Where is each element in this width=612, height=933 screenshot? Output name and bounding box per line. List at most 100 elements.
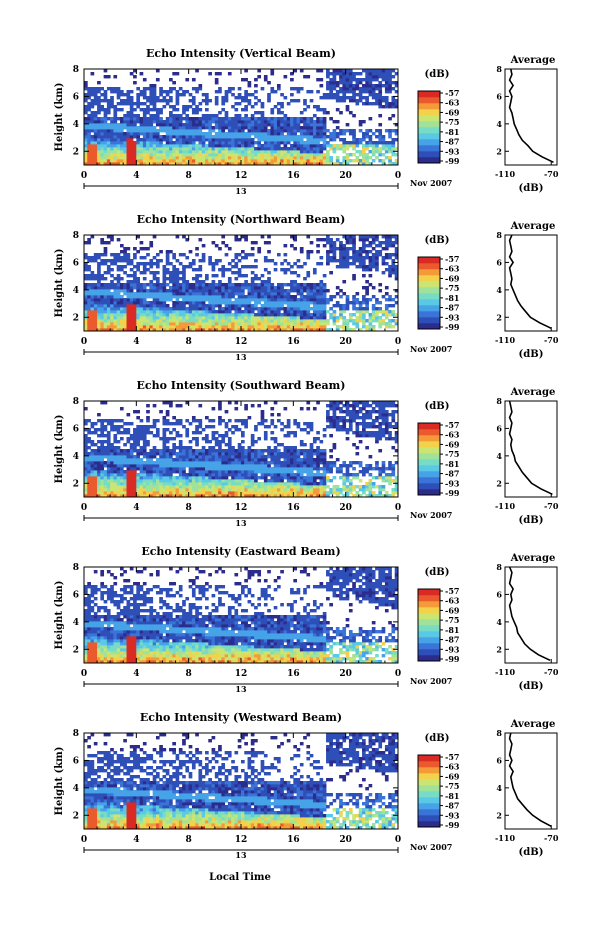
heatmap-cell <box>195 87 199 90</box>
heatmap-cell <box>267 325 271 328</box>
heatmap-cell <box>342 144 346 147</box>
heatmap-cell <box>274 159 278 162</box>
heatmap-cell <box>326 81 330 84</box>
heatmap-cell <box>355 256 359 259</box>
heatmap-cell <box>182 304 186 307</box>
heatmap-cell <box>120 461 124 464</box>
heatmap-cell <box>326 84 330 87</box>
heatmap-cell <box>372 238 376 241</box>
heatmap-cell <box>169 147 173 150</box>
heatmap-cell <box>172 265 176 268</box>
heatmap-cell <box>221 120 225 123</box>
heatmap-cell <box>136 268 140 271</box>
heatmap-cell <box>385 150 389 153</box>
heatmap-cell <box>293 295 297 298</box>
heatmap-cell <box>87 241 91 244</box>
heatmap-cell <box>123 298 127 301</box>
heatmap-cell <box>293 325 297 328</box>
heatmap-cell <box>97 470 101 473</box>
heatmap-cell <box>117 132 121 135</box>
heatmap-cell <box>277 123 281 126</box>
heatmap-cell <box>153 461 157 464</box>
heatmap-cell <box>87 141 91 144</box>
heatmap-cell <box>140 159 144 162</box>
heatmap-cell <box>244 126 248 129</box>
heatmap-cell <box>156 114 160 117</box>
heatmap-cell <box>140 452 144 455</box>
heatmap-cell <box>365 256 369 259</box>
heatmap-cell <box>179 485 183 488</box>
heatmap-cell <box>205 93 209 96</box>
heatmap-cell <box>316 322 320 325</box>
heatmap-cell <box>130 461 134 464</box>
heatmap-cell <box>342 280 346 283</box>
heatmap-cell <box>163 482 167 485</box>
heatmap-cell <box>310 289 314 292</box>
heatmap-cell <box>300 247 304 250</box>
heatmap-cell <box>166 147 170 150</box>
heatmap-cell <box>369 90 373 93</box>
heatmap-cell <box>169 120 173 123</box>
heatmap-cells <box>84 69 398 165</box>
heatmap-cell <box>97 449 101 452</box>
heatmap-cell <box>202 322 206 325</box>
heatmap-cell <box>123 159 127 162</box>
heatmap-cell <box>159 129 163 132</box>
x-tick-label: 16 <box>287 337 300 347</box>
heatmap-cell <box>277 322 281 325</box>
heatmap-cell <box>254 156 258 159</box>
heatmap-cell <box>313 301 317 304</box>
heatmap-cell <box>120 298 124 301</box>
heatmap-cell <box>87 238 91 241</box>
heatmap-cell <box>339 90 343 93</box>
heatmap-cell <box>143 301 147 304</box>
heatmap-cell <box>195 464 199 467</box>
heatmap-cell <box>234 256 238 259</box>
heatmap-cell <box>156 467 160 470</box>
heatmap-cell <box>110 292 114 295</box>
heatmap-cell <box>208 159 212 162</box>
heatmap-cell <box>359 259 363 262</box>
heatmap-cell <box>221 313 225 316</box>
heatmap-cell <box>117 135 121 138</box>
heatmap-cell <box>264 286 268 289</box>
heatmap-cell <box>310 156 314 159</box>
heatmap-cell <box>228 301 232 304</box>
heatmap-cell <box>195 449 199 452</box>
heatmap-cell <box>198 138 202 141</box>
heatmap-cell <box>218 422 222 425</box>
heatmap-cell <box>362 286 366 289</box>
heatmap-cell <box>120 259 124 262</box>
heatmap-cell <box>310 159 314 162</box>
heatmap-cell <box>264 153 268 156</box>
heatmap-cell <box>156 461 160 464</box>
heatmap-cell <box>104 262 108 265</box>
colorbar-segment <box>418 281 440 287</box>
heatmap-cell <box>107 111 111 114</box>
heatmap-cell <box>195 144 199 147</box>
heatmap-cell <box>202 132 206 135</box>
heatmap-cell <box>97 325 101 328</box>
heatmap-cell <box>264 241 268 244</box>
heatmap-cell <box>215 126 219 129</box>
heatmap-cell <box>87 488 91 491</box>
heatmap-cell <box>316 123 320 126</box>
heatmap-cell <box>185 265 189 268</box>
heatmap-cell <box>234 313 238 316</box>
heatmap-cell <box>198 159 202 162</box>
heatmap-cell <box>123 322 127 325</box>
heatmap-cell <box>143 449 147 452</box>
heatmap-cell <box>208 479 212 482</box>
heatmap-cell <box>195 138 199 141</box>
heatmap-cell <box>362 259 366 262</box>
heatmap-cell <box>97 479 101 482</box>
heatmap-cell <box>234 289 238 292</box>
heatmap-cell <box>140 431 144 434</box>
heatmap-cell <box>284 289 288 292</box>
heatmap-cell <box>97 159 101 162</box>
heatmap-cell <box>215 144 219 147</box>
heatmap-cell <box>244 295 248 298</box>
heatmap-cell <box>284 244 288 247</box>
heatmap-cell <box>378 69 382 72</box>
heatmap-cell <box>195 283 199 286</box>
